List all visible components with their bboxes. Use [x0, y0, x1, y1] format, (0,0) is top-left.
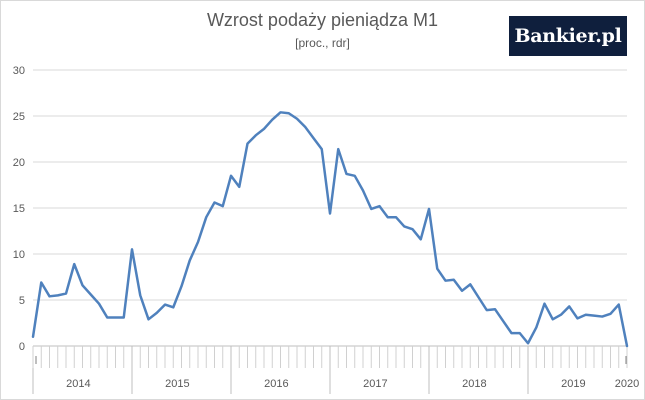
data-point	[560, 313, 563, 316]
data-point	[131, 248, 134, 251]
data-point	[48, 295, 51, 298]
data-point	[213, 201, 216, 204]
data-point	[155, 312, 158, 315]
data-point	[304, 126, 307, 129]
data-point	[337, 148, 340, 151]
data-point	[477, 296, 480, 299]
data-point	[576, 317, 579, 320]
data-point	[106, 316, 109, 319]
data-point	[428, 208, 431, 211]
data-point	[296, 117, 299, 120]
data-point	[551, 318, 554, 321]
x-year-label: 2017	[363, 378, 387, 390]
data-point	[345, 173, 348, 176]
data-point	[65, 292, 68, 295]
data-point	[221, 205, 224, 208]
data-point	[535, 326, 538, 329]
data-point	[73, 263, 76, 266]
y-tick-label: 10	[13, 249, 25, 261]
data-point	[164, 303, 167, 306]
data-point	[403, 225, 406, 228]
data-point	[147, 318, 150, 321]
data-point	[527, 342, 530, 345]
x-axis: 2014 2015 2016 2017 2018 2019 2020	[32, 345, 639, 394]
data-point	[502, 320, 505, 323]
y-axis: 0 5 10 15 20 25 30	[13, 65, 25, 353]
data-point	[263, 128, 266, 131]
data-point	[114, 316, 117, 319]
data-point	[378, 205, 381, 208]
x-year-label: 2014	[66, 378, 90, 390]
data-point	[370, 208, 373, 211]
data-point	[205, 216, 208, 219]
data-point	[238, 186, 241, 189]
data-point	[172, 306, 175, 309]
data-point	[444, 279, 447, 282]
data-point	[419, 238, 422, 241]
bankier-logo: Bankier.pl	[509, 16, 627, 56]
data-point	[122, 316, 125, 319]
data-point	[197, 241, 200, 244]
data-point	[411, 228, 414, 231]
data-point	[279, 111, 282, 114]
data-point	[485, 309, 488, 312]
data-point	[180, 285, 183, 288]
data-point	[40, 281, 43, 284]
y-tick-label: 5	[19, 295, 25, 307]
data-point	[81, 284, 84, 287]
y-tick-label: 25	[13, 111, 25, 123]
y-tick-label: 20	[13, 157, 25, 169]
chart-subtitle: [proc., rdr]	[295, 36, 350, 50]
data-point	[395, 216, 398, 219]
data-point	[246, 142, 249, 145]
data-point	[254, 134, 257, 137]
data-point	[626, 345, 629, 348]
y-tick-label: 0	[19, 341, 25, 353]
x-year-label: 2018	[462, 378, 486, 390]
chart-title: Wzrost podaży pieniądza M1	[206, 10, 439, 30]
data-point	[329, 212, 332, 215]
data-point	[271, 118, 274, 121]
series-line-0	[31, 111, 629, 348]
data-point	[543, 302, 546, 305]
data-point	[436, 267, 439, 270]
data-point	[230, 175, 233, 178]
data-point	[617, 303, 620, 306]
data-point	[188, 259, 191, 262]
data-point	[32, 336, 35, 339]
data-point	[353, 175, 356, 178]
data-point	[56, 294, 59, 297]
x-year-label: 2019	[561, 378, 585, 390]
data-point	[287, 112, 290, 115]
data-point	[601, 315, 604, 318]
data-point	[568, 305, 571, 308]
data-point	[320, 148, 323, 151]
data-point	[518, 332, 521, 335]
data-point	[89, 293, 92, 296]
data-point	[510, 332, 513, 335]
x-year-label: 2015	[165, 378, 189, 390]
series-group	[31, 111, 629, 348]
grid-lines	[33, 69, 627, 301]
data-point	[494, 308, 497, 311]
data-point	[584, 313, 587, 316]
data-point	[593, 314, 596, 317]
x-year-label: 2016	[264, 378, 288, 390]
data-point	[312, 137, 315, 140]
data-point	[98, 302, 101, 305]
data-point	[362, 189, 365, 192]
data-point	[469, 283, 472, 286]
data-point	[609, 313, 612, 316]
data-point	[461, 290, 464, 293]
data-point	[139, 294, 142, 297]
data-point	[386, 216, 389, 219]
y-tick-label: 30	[13, 65, 25, 77]
y-tick-label: 15	[13, 203, 25, 215]
data-point	[452, 278, 455, 281]
x-year-label: 2020	[615, 378, 639, 390]
